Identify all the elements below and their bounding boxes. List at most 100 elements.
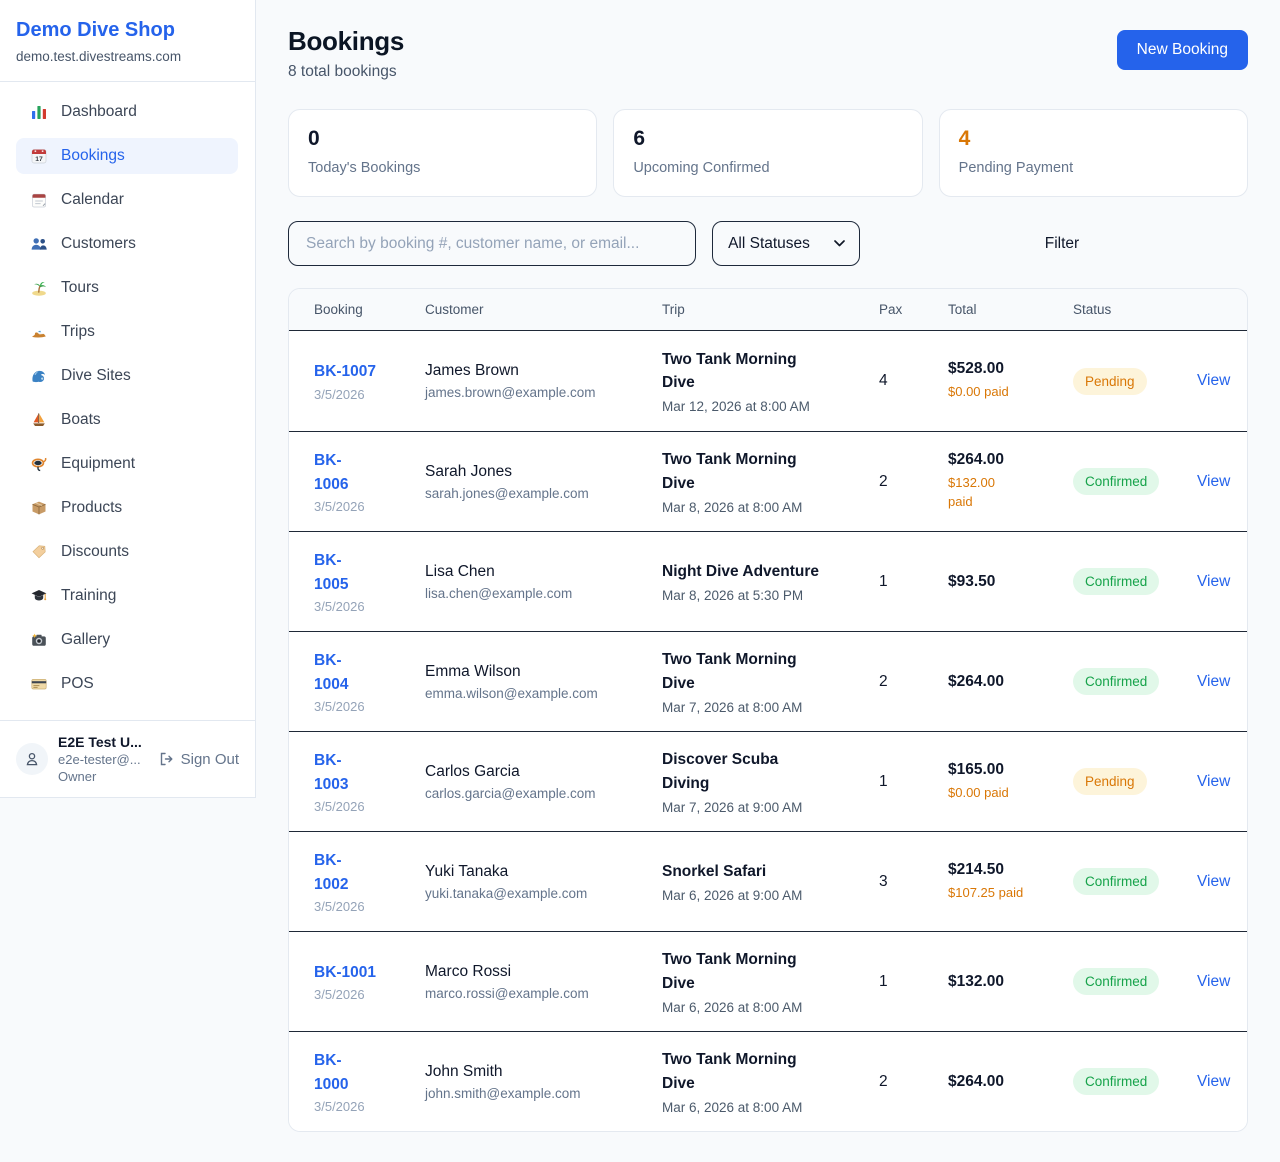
brand-name: Demo Dive Shop <box>16 19 175 41</box>
sidebar-item-boats[interactable]: Boats <box>16 402 238 438</box>
main-header: Bookings 8 total bookings New Booking <box>288 26 1248 81</box>
status-filter-select[interactable]: All Statuses <box>712 221 860 266</box>
paid-amount: $107.25 paid <box>948 884 1024 900</box>
booking-id-link[interactable]: BK- 1002 <box>314 851 349 893</box>
customer-email: emma.wilson@example.com <box>425 685 598 701</box>
new-booking-button[interactable]: New Booking <box>1116 30 1248 70</box>
trip-name: Snorkel Safari <box>662 862 767 880</box>
booking-id-link[interactable]: BK- 1003 <box>314 751 349 793</box>
sidebar-item-tours[interactable]: Tours <box>16 270 238 306</box>
sidebar-item-dive-sites[interactable]: Dive Sites <box>16 358 238 394</box>
sidebar-item-dashboard[interactable]: Dashboard <box>16 94 238 130</box>
customer-email: marco.rossi@example.com <box>425 985 589 1001</box>
booking-date: 3/5/2026 <box>314 899 365 915</box>
trip-datetime: Mar 7, 2026 at 8:00 AM <box>662 699 803 715</box>
sidebar-item-label: Dive Sites <box>61 367 131 384</box>
trip-datetime: Mar 6, 2026 at 9:00 AM <box>662 888 803 904</box>
pax-count: 1 <box>879 972 888 990</box>
sidebar-item-training[interactable]: Training <box>16 578 238 614</box>
sidebar-item-discounts[interactable]: Discounts <box>16 534 238 570</box>
sidebar-item-trips[interactable]: Trips <box>16 314 238 350</box>
total-amount: $528.00 <box>948 360 1005 378</box>
booking-id-link[interactable]: BK- 1004 <box>314 651 349 693</box>
search-input[interactable] <box>288 221 697 266</box>
user-section: E2E Test U... e2e-tester@... Owner Sign … <box>0 720 255 797</box>
trip-name: Two Tank Morning Dive <box>662 451 797 492</box>
status-badge: Confirmed <box>1073 668 1160 695</box>
table-row: BK- 1005 3/5/2026 Lisa Chen lisa.chen@exam… <box>289 531 1247 631</box>
table-row: BK-1001 3/5/2026 Marco Rossi marco.rossi@e… <box>289 931 1247 1031</box>
sidebar-item-pos[interactable]: POS <box>16 666 238 702</box>
table-header-row: Booking Customer Trip Pax Total Status <box>289 289 1247 331</box>
stat-value: 0 <box>308 127 320 150</box>
booking-id-link[interactable]: BK- 1005 <box>314 551 349 593</box>
trip-datetime: Mar 6, 2026 at 8:00 AM <box>662 999 803 1015</box>
view-link[interactable]: View <box>1197 372 1231 389</box>
status-badge: Confirmed <box>1073 468 1160 495</box>
booking-id-link[interactable]: BK-1007 <box>314 363 377 381</box>
trip-datetime: Mar 8, 2026 at 5:30 PM <box>662 588 804 604</box>
trip-name: Discover Scuba Diving <box>662 751 779 792</box>
sign-out-label: Sign Out <box>180 750 239 768</box>
filter-button[interactable]: Filter <box>876 235 1248 253</box>
paid-amount: $0.00 paid <box>948 384 1009 400</box>
total-amount: $264.00 <box>948 451 1005 469</box>
view-link[interactable]: View <box>1197 872 1231 890</box>
sidebar-item-label: Customers <box>61 235 136 252</box>
booking-date: 3/5/2026 <box>314 1099 365 1115</box>
view-link[interactable]: View <box>1197 572 1231 590</box>
table-row: BK-1007 3/5/2026 James Brown james.brown@e… <box>289 331 1247 431</box>
diving-mask-icon <box>30 455 48 473</box>
customer-name: Lisa Chen <box>425 562 495 580</box>
users-icon <box>30 235 48 253</box>
stat-card-todays-bookings: 0 Today's Bookings <box>288 109 598 197</box>
sidebar-item-bookings[interactable]: 17 Bookings <box>16 138 238 174</box>
sidebar-item-calendar[interactable]: Calendar <box>16 182 238 218</box>
palm-island-icon <box>30 279 48 297</box>
person-icon <box>26 752 38 766</box>
booking-id-link[interactable]: BK-1001 <box>314 963 377 981</box>
total-amount: $214.50 <box>948 860 1005 878</box>
paid-amount: $132.00 paid <box>948 475 995 509</box>
sidebar-item-customers[interactable]: Customers <box>16 226 238 262</box>
sidebar-item-products[interactable]: Products <box>16 490 238 526</box>
customer-name: Carlos Garcia <box>425 762 520 780</box>
status-select-value: All Statuses <box>728 234 810 252</box>
booking-id-link[interactable]: BK- 1000 <box>314 1051 349 1093</box>
sidebar-item-equipment[interactable]: Equipment <box>16 446 238 482</box>
booking-date: 3/5/2026 <box>314 599 365 615</box>
filter-row: All Statuses Filter <box>288 221 1248 266</box>
page-subtitle: 8 total bookings <box>288 63 397 80</box>
sidebar-item-label: Discounts <box>61 543 130 560</box>
customer-email: james.brown@example.com <box>425 385 596 400</box>
sidebar-nav: Dashboard 17 Bookings Calendar Customers… <box>0 82 255 720</box>
view-link[interactable]: View <box>1197 1072 1231 1090</box>
view-link[interactable]: View <box>1197 772 1231 790</box>
total-amount: $132.00 <box>948 972 1005 990</box>
pax-count: 1 <box>879 772 888 790</box>
pax-count: 3 <box>879 872 888 890</box>
view-link[interactable]: View <box>1197 472 1231 490</box>
column-header-pax: Pax <box>879 302 903 317</box>
booking-date: 3/5/2026 <box>314 386 365 402</box>
pax-count: 2 <box>879 1072 888 1090</box>
booking-date: 3/5/2026 <box>314 799 365 815</box>
svg-text:17: 17 <box>35 156 43 163</box>
user-email: e2e-tester@... <box>58 752 141 767</box>
total-amount: $264.00 <box>948 1072 1005 1090</box>
booking-id-link[interactable]: BK- 1006 <box>314 451 349 493</box>
view-link[interactable]: View <box>1197 972 1231 990</box>
user-meta: E2E Test U... e2e-tester@... Owner <box>58 734 148 784</box>
credit-card-icon <box>30 675 48 693</box>
pax-count: 4 <box>879 372 888 389</box>
sign-out-button[interactable]: Sign Out <box>158 751 239 768</box>
view-link[interactable]: View <box>1197 672 1231 690</box>
pax-count: 2 <box>879 672 888 690</box>
pax-count: 1 <box>879 572 888 590</box>
sidebar-item-gallery[interactable]: Gallery <box>16 622 238 658</box>
booking-date: 3/5/2026 <box>314 987 365 1002</box>
avatar <box>16 743 48 775</box>
calendar-date-icon: 17 <box>30 147 48 165</box>
booking-date: 3/5/2026 <box>314 699 365 715</box>
sidebar-item-label: Calendar <box>61 191 124 208</box>
